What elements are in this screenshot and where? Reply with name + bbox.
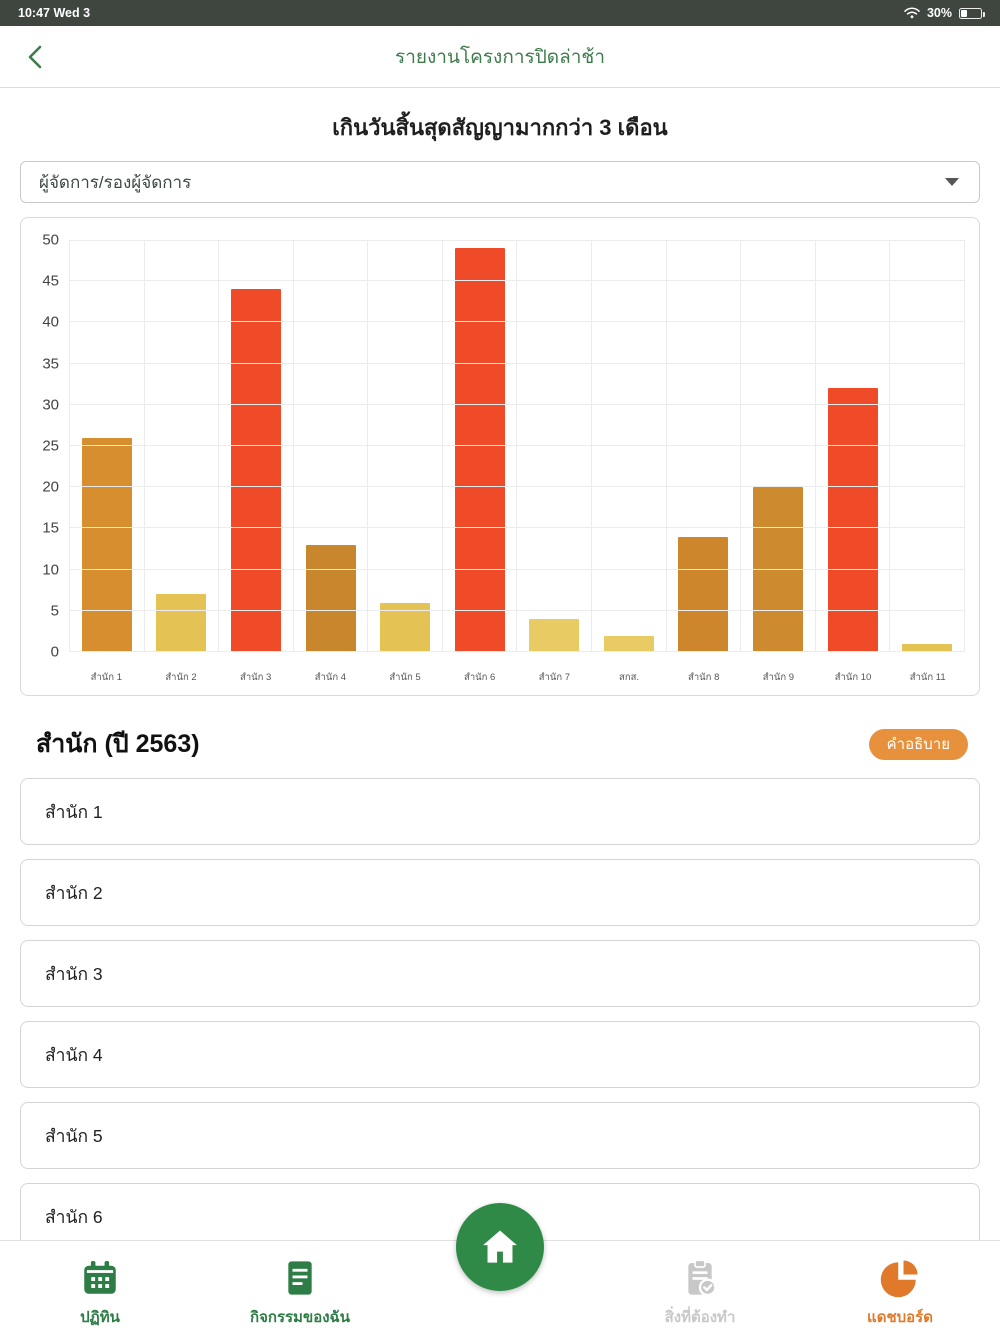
tab-todo[interactable]: สิ่งที่ต้องทำ: [600, 1241, 800, 1334]
list-item-office-3[interactable]: สำนัก 3: [20, 940, 980, 1007]
x-tick-label: สำนัก 10: [834, 672, 872, 683]
calendar-icon: [79, 1255, 121, 1301]
y-tick-label: 15: [42, 519, 59, 537]
home-button[interactable]: [456, 1203, 544, 1291]
nav-bar: รายงานโครงการปิดล่าช้า: [0, 26, 1000, 88]
x-tick-label: สำนัก 11: [909, 672, 946, 683]
document-icon: [280, 1255, 320, 1301]
y-tick-label: 50: [42, 231, 59, 249]
x-tick-label: สำนัก 6: [464, 672, 496, 683]
tab-label-todo: สิ่งที่ต้องทำ: [664, 1309, 736, 1326]
chart-column: [143, 240, 219, 652]
chart-bar-สำนัก 8[interactable]: [678, 536, 729, 652]
tab-label-my-activities: กิจกรรมของฉัน: [249, 1309, 350, 1326]
x-tick-label: สำนัก 5: [389, 672, 421, 683]
y-tick-label: 5: [50, 602, 59, 620]
x-tick-label: สำนัก 1: [90, 672, 122, 683]
chart-column: [367, 240, 442, 652]
status-time: 10:47 Wed 3: [18, 6, 91, 20]
chart-bar-สำนัก 7[interactable]: [529, 619, 580, 652]
tab-dashboard[interactable]: แดชบอร์ด: [800, 1241, 1000, 1334]
list-item-office-5[interactable]: สำนัก 5: [20, 1102, 980, 1169]
chart-bar-สำนัก 2[interactable]: [156, 594, 207, 652]
role-filter-dropdown[interactable]: ผู้จัดการ/รองผู้จัดการ: [20, 161, 980, 203]
x-tick-label: สำนัก 9: [762, 672, 795, 683]
x-tick-label: สำนัก 8: [688, 672, 720, 683]
x-tick-label: สกส.: [619, 672, 640, 683]
chart-plot: [69, 240, 965, 652]
chart-column: [740, 240, 815, 652]
chart-bar-สกส.[interactable]: [603, 635, 654, 652]
pie-chart-icon: [879, 1255, 921, 1301]
chart-column: [665, 240, 741, 652]
x-tick-label: สำนัก 2: [165, 672, 197, 683]
chart-column: [441, 240, 517, 652]
section-header: สำนัก (ปี 2563) คำอธิบาย: [36, 724, 968, 764]
chart-bar-สำนัก 10[interactable]: [827, 388, 878, 652]
chart-bar-สำนัก 3[interactable]: [230, 289, 281, 652]
chart-columns: [69, 240, 965, 652]
y-tick-label: 0: [50, 643, 59, 661]
chart-column: [69, 240, 144, 652]
tab-bar: ปฏิทิน กิจกรรมของฉัน: [0, 1203, 1000, 1334]
y-tick-label: 45: [42, 272, 59, 290]
tab-my-activities[interactable]: กิจกรรมของฉัน: [200, 1241, 400, 1334]
chart-bar-สำนัก 1[interactable]: [81, 437, 132, 652]
section-title: สำนัก (ปี 2563): [36, 730, 200, 758]
chart-column: [516, 240, 591, 652]
page-title: รายงานโครงการปิดล่าช้า: [395, 46, 605, 68]
role-filter-value: ผู้จัดการ/รองผู้จัดการ: [39, 172, 192, 192]
tab-calendar[interactable]: ปฏิทิน: [0, 1241, 200, 1334]
battery-icon: [959, 7, 985, 19]
chart-bar-สำนัก 6[interactable]: [454, 248, 505, 652]
chart-card: 0 5 10 15 20 25 30 35 40 45 50 สำนัก 1 สำนัก 2 สำนัก…: [20, 217, 980, 696]
tab-home[interactable]: [400, 1203, 600, 1334]
chevron-down-icon: [945, 178, 959, 186]
y-tick-label: 20: [42, 478, 59, 496]
y-tick-label: 30: [42, 396, 59, 414]
home-icon: [483, 1230, 517, 1263]
y-tick-label: 35: [42, 355, 59, 373]
x-tick-label: สำนัก 7: [538, 672, 571, 683]
chart-title: เกินวันสิ้นสุดสัญญามากกว่า 3 เดือน: [332, 115, 668, 140]
back-button[interactable]: [18, 40, 52, 74]
chart-column: [889, 240, 964, 652]
legend-button[interactable]: คำอธิบาย: [868, 728, 968, 760]
chart-x-axis: สำนัก 1 สำนัก 2 สำนัก 3 สำนัก 4 สำนัก 5 สำนัก…: [69, 670, 965, 685]
chevron-left-icon: [28, 45, 42, 69]
chart-column: [292, 240, 368, 652]
chart-column: [591, 240, 666, 652]
tab-label-calendar: ปฏิทิน: [80, 1309, 120, 1326]
chart-bar-สำนัก 11[interactable]: [902, 643, 953, 652]
x-tick-label: สำนัก 4: [314, 672, 346, 683]
list-item-office-4[interactable]: สำนัก 4: [20, 1021, 980, 1088]
y-tick-label: 40: [42, 313, 59, 331]
status-bar: 10:47 Wed 3 30%: [0, 0, 1000, 26]
list-item-office-2[interactable]: สำนัก 2: [20, 859, 980, 926]
chart-bar-สำนัก 4[interactable]: [305, 544, 356, 652]
wifi-icon: [904, 7, 920, 19]
tasks-icon: [680, 1255, 720, 1301]
chart-column: [218, 240, 293, 652]
y-tick-label: 10: [42, 561, 59, 579]
office-list: สำนัก 1 สำนัก 2 สำนัก 3 สำนัก 4 สำนัก 5 …: [20, 778, 980, 1250]
battery-percent: 30%: [926, 6, 952, 20]
x-tick-label: สำนัก 3: [240, 672, 272, 683]
y-tick-label: 25: [42, 437, 59, 455]
tab-label-dashboard: แดชบอร์ด: [867, 1309, 933, 1326]
list-item-office-1[interactable]: สำนัก 1: [20, 778, 980, 845]
chart-column: [814, 240, 890, 652]
chart-y-axis: 0 5 10 15 20 25 30 35 40 45 50: [27, 232, 69, 661]
